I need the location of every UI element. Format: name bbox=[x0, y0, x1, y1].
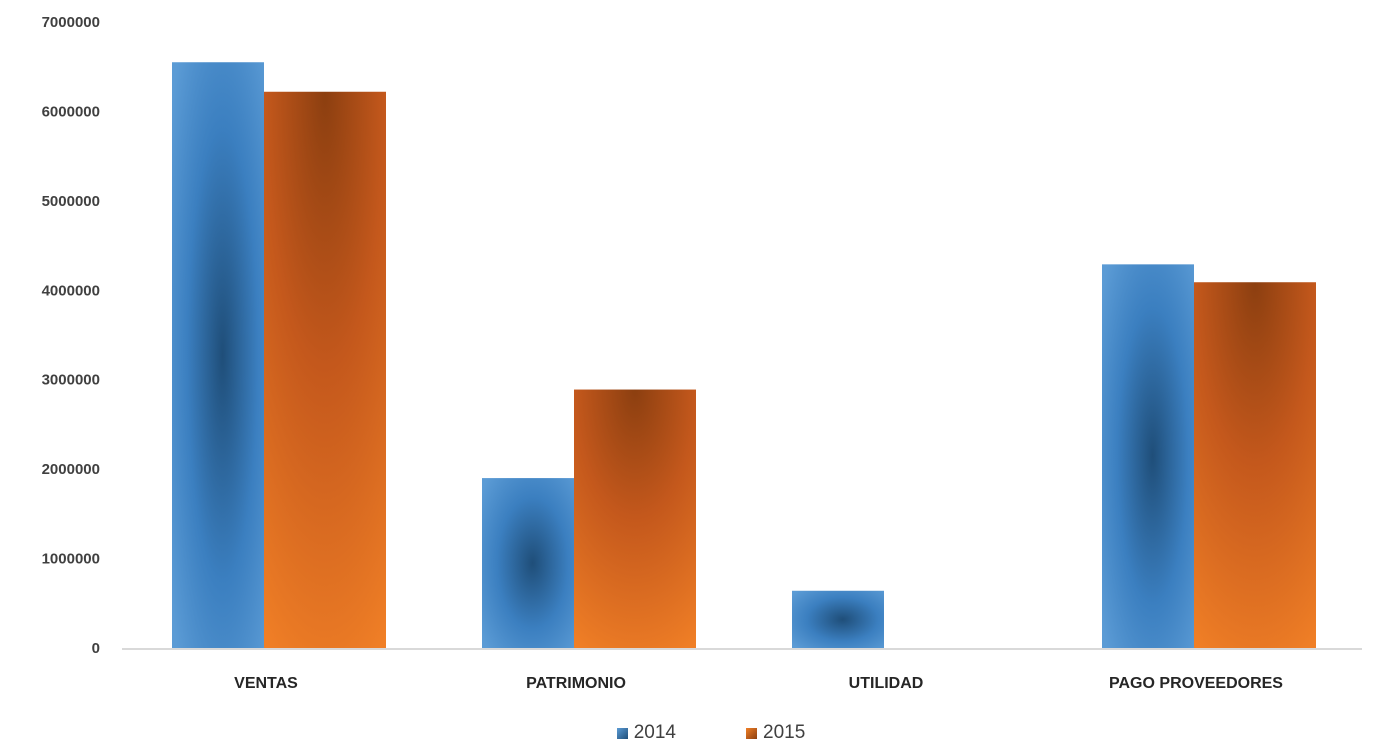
x-tick-label: VENTAS bbox=[234, 675, 298, 692]
bars-group bbox=[172, 62, 1316, 649]
bar-2015-ventas bbox=[264, 91, 386, 649]
x-tick-label: PAGO PROVEEDORES bbox=[1109, 675, 1283, 692]
legend-label-2014: 2014 bbox=[633, 722, 676, 743]
bar-2015-pago-proveedores bbox=[1194, 282, 1316, 648]
legend-item-2015: 2015 bbox=[746, 720, 805, 746]
legend-swatch-2014 bbox=[616, 727, 628, 739]
y-tick-label: 6000000 bbox=[42, 103, 100, 120]
legend: 2014 2015 bbox=[0, 720, 1382, 746]
x-axis: VENTAS PATRIMONIO UTILIDAD PAGO PROVEEDORES bbox=[234, 675, 1283, 692]
y-tick-label: 1000000 bbox=[42, 551, 100, 568]
bar-2014-utilidad bbox=[792, 590, 884, 648]
y-tick-label: 3000000 bbox=[42, 372, 100, 389]
y-axis: 0 1000000 2000000 3000000 4000000 5000000 6000… bbox=[42, 14, 100, 657]
y-tick-label: 0 bbox=[92, 640, 100, 657]
x-tick-label: PATRIMONIO bbox=[526, 675, 626, 692]
legend-swatch-2015 bbox=[746, 727, 757, 739]
y-tick-label: 4000000 bbox=[42, 282, 100, 299]
legend-item-2014: 2014 bbox=[616, 720, 676, 746]
y-tick-label: 5000000 bbox=[42, 193, 100, 210]
bar-2014-patrimonio bbox=[482, 478, 574, 648]
y-tick-label: 2000000 bbox=[42, 461, 100, 478]
bar-2014-ventas bbox=[172, 62, 264, 648]
x-tick-label: UTILIDAD bbox=[849, 675, 924, 692]
bar-2015-patrimonio bbox=[574, 389, 696, 648]
legend-label-2015: 2015 bbox=[763, 722, 806, 743]
bar-2014-pago-proveedores bbox=[1102, 264, 1194, 648]
y-tick-label: 7000000 bbox=[42, 14, 100, 31]
